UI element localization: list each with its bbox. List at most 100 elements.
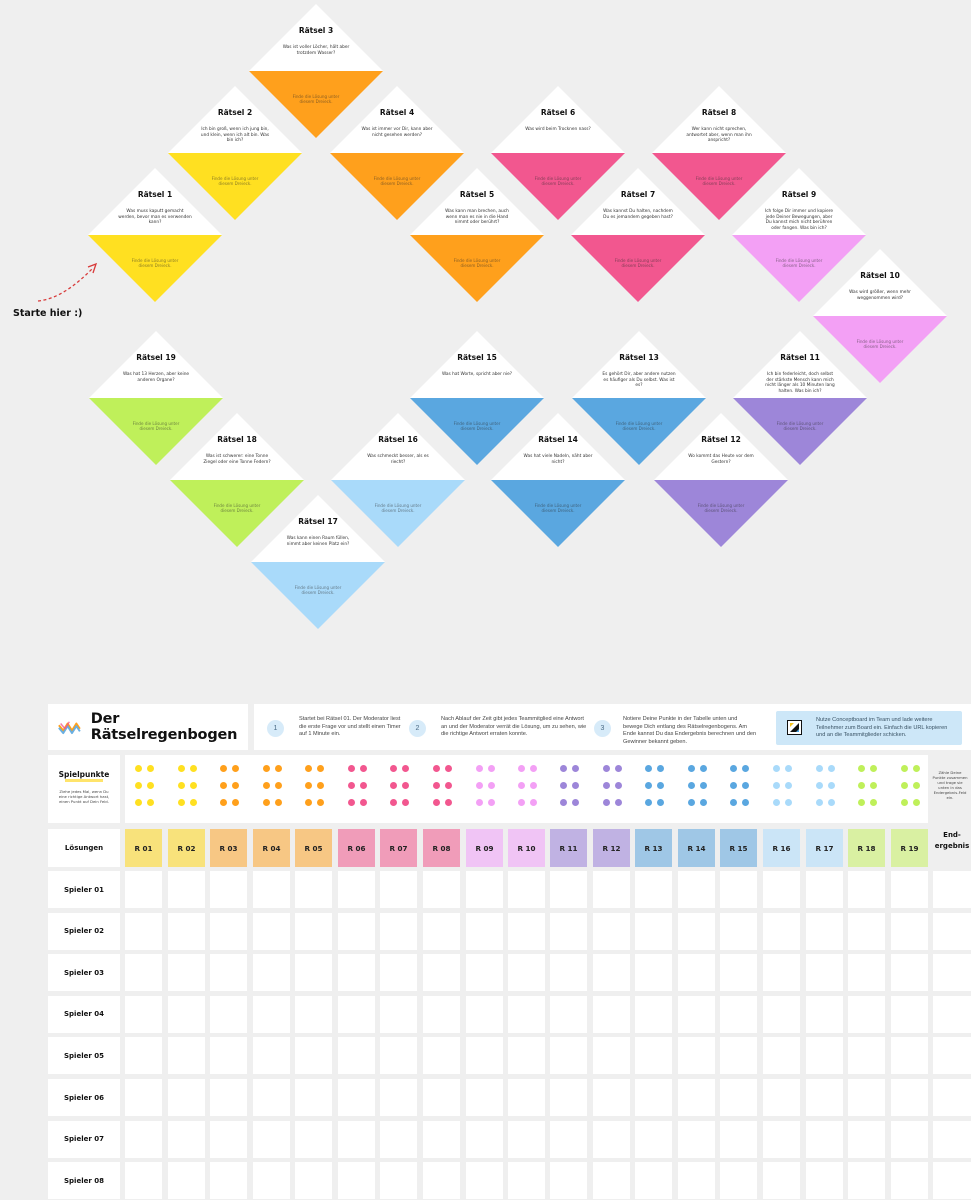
- point-dot[interactable]: [348, 799, 355, 806]
- score-cell[interactable]: [253, 1162, 290, 1200]
- point-dot[interactable]: [530, 799, 537, 806]
- riddle-solution-triangle[interactable]: [168, 153, 302, 220]
- point-dot[interactable]: [263, 782, 270, 789]
- score-cell[interactable]: [380, 995, 417, 1033]
- point-dot[interactable]: [178, 799, 185, 806]
- score-cell[interactable]: [466, 1120, 503, 1158]
- score-cell[interactable]: [806, 954, 843, 992]
- score-cell[interactable]: [720, 995, 757, 1033]
- score-cell[interactable]: [508, 912, 545, 950]
- score-cell[interactable]: [720, 1162, 757, 1200]
- score-cell[interactable]: [380, 1079, 417, 1116]
- point-dot[interactable]: [816, 765, 823, 772]
- riddle-solution-triangle[interactable]: [732, 235, 866, 302]
- score-cell[interactable]: [210, 1120, 247, 1158]
- score-cell[interactable]: [593, 1079, 630, 1116]
- score-cell[interactable]: [806, 1079, 843, 1116]
- score-cell[interactable]: [423, 954, 460, 992]
- score-cell[interactable]: [508, 954, 545, 992]
- point-dot[interactable]: [615, 782, 622, 789]
- score-cell[interactable]: [466, 871, 503, 908]
- point-dot[interactable]: [488, 799, 495, 806]
- point-dot[interactable]: [147, 799, 154, 806]
- point-dot[interactable]: [603, 799, 610, 806]
- riddle-card[interactable]: Rätsel 17 Was kann einen Raum füllen, nim…: [251, 495, 385, 629]
- score-cell[interactable]: [380, 1120, 417, 1158]
- score-cell[interactable]: [125, 1037, 162, 1075]
- score-cell[interactable]: [168, 1037, 205, 1075]
- point-dot[interactable]: [232, 799, 239, 806]
- score-cell[interactable]: [678, 1079, 715, 1116]
- score-cell[interactable]: [253, 1037, 290, 1075]
- point-dot[interactable]: [390, 799, 397, 806]
- score-cell[interactable]: [210, 1162, 247, 1200]
- point-dot[interactable]: [348, 765, 355, 772]
- point-dot[interactable]: [518, 799, 525, 806]
- score-cell[interactable]: [763, 954, 800, 992]
- score-cell[interactable]: [295, 1037, 332, 1075]
- end-result-cell[interactable]: [933, 871, 971, 908]
- point-dot[interactable]: [305, 782, 312, 789]
- score-cell[interactable]: [168, 1120, 205, 1158]
- score-cell[interactable]: [168, 954, 205, 992]
- point-dot[interactable]: [816, 782, 823, 789]
- point-dot[interactable]: [870, 765, 877, 772]
- end-result-cell[interactable]: [933, 954, 971, 992]
- point-dot[interactable]: [518, 765, 525, 772]
- riddle-solution-triangle[interactable]: [88, 235, 222, 302]
- riddle-card[interactable]: Rätsel 9 Ich folge Dir immer und kopiere …: [732, 168, 866, 302]
- point-dot[interactable]: [445, 799, 452, 806]
- riddle-solution-triangle[interactable]: [572, 398, 706, 465]
- point-dot[interactable]: [305, 765, 312, 772]
- point-dot[interactable]: [433, 799, 440, 806]
- point-dot[interactable]: [135, 765, 142, 772]
- solution-column-header[interactable]: R 09: [466, 829, 503, 867]
- score-cell[interactable]: [168, 871, 205, 908]
- point-dot[interactable]: [901, 765, 908, 772]
- point-dot[interactable]: [445, 782, 452, 789]
- riddle-solution-triangle[interactable]: [571, 235, 705, 302]
- point-dot[interactable]: [220, 765, 227, 772]
- solution-column-header[interactable]: R 08: [423, 829, 460, 867]
- point-dot[interactable]: [135, 782, 142, 789]
- point-dot[interactable]: [488, 782, 495, 789]
- score-cell[interactable]: [466, 1162, 503, 1200]
- score-cell[interactable]: [338, 912, 375, 950]
- point-dot[interactable]: [488, 765, 495, 772]
- riddle-card[interactable]: Rätsel 11 Ich bin federleicht, doch selbs…: [733, 331, 867, 465]
- score-cell[interactable]: [295, 954, 332, 992]
- solution-column-header[interactable]: R 15: [720, 829, 757, 867]
- riddle-solution-triangle[interactable]: [733, 398, 867, 465]
- solution-column-header[interactable]: R 19: [891, 829, 928, 867]
- score-cell[interactable]: [678, 995, 715, 1033]
- score-cell[interactable]: [125, 1162, 162, 1200]
- score-cell[interactable]: [295, 1079, 332, 1116]
- point-dot[interactable]: [773, 799, 780, 806]
- point-dot[interactable]: [530, 782, 537, 789]
- point-dot[interactable]: [530, 765, 537, 772]
- point-dot[interactable]: [657, 765, 664, 772]
- point-dot[interactable]: [742, 782, 749, 789]
- score-cell[interactable]: [295, 1162, 332, 1200]
- score-cell[interactable]: [338, 1162, 375, 1200]
- riddle-card[interactable]: Rätsel 1 Was muss kaputt gemacht werden, …: [88, 168, 222, 302]
- point-dot[interactable]: [275, 799, 282, 806]
- riddle-solution-triangle[interactable]: [652, 153, 786, 220]
- riddle-solution-triangle[interactable]: [249, 71, 383, 138]
- point-dot[interactable]: [657, 782, 664, 789]
- score-cell[interactable]: [678, 912, 715, 950]
- score-cell[interactable]: [720, 954, 757, 992]
- riddle-card[interactable]: Rätsel 19 Was hat 13 Herzen, aber keine a…: [89, 331, 223, 465]
- point-dot[interactable]: [603, 782, 610, 789]
- score-cell[interactable]: [848, 1162, 885, 1200]
- point-dot[interactable]: [645, 799, 652, 806]
- riddle-solution-triangle[interactable]: [331, 480, 465, 547]
- riddle-card[interactable]: Rätsel 13 Es gehört Dir, aber andere nutz…: [572, 331, 706, 465]
- score-cell[interactable]: [423, 1120, 460, 1158]
- point-dot[interactable]: [560, 799, 567, 806]
- point-dot[interactable]: [730, 782, 737, 789]
- end-result-cell[interactable]: [933, 1037, 971, 1075]
- score-cell[interactable]: [635, 1162, 672, 1200]
- point-dot[interactable]: [360, 799, 367, 806]
- score-cell[interactable]: [380, 1037, 417, 1075]
